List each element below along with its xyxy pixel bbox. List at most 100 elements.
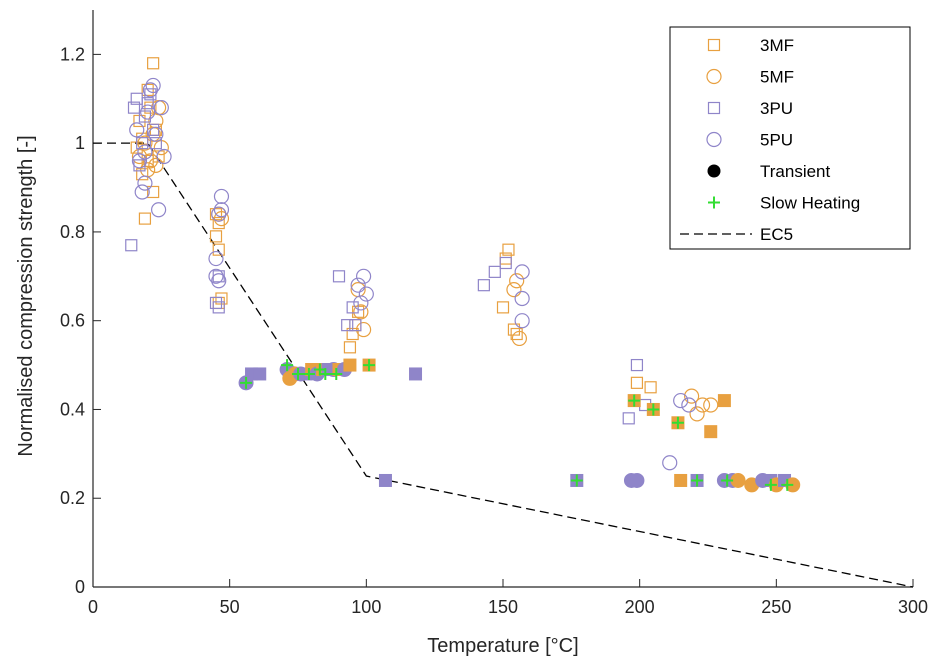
- point-transient: [378, 473, 392, 487]
- point-transient: [704, 425, 718, 439]
- x-tick-label: 0: [88, 597, 98, 617]
- point-5pu: [129, 122, 145, 138]
- point-5pu: [514, 264, 530, 280]
- point-transient: [717, 394, 731, 408]
- point-5mf: [689, 406, 705, 422]
- point-5mf: [683, 388, 700, 404]
- point-3mf: [343, 341, 357, 354]
- series-transient: [238, 358, 801, 493]
- point-3pu: [209, 296, 223, 310]
- point-5pu: [208, 268, 224, 284]
- x-tick-label: 300: [898, 597, 928, 617]
- point-3pu: [488, 265, 501, 278]
- x-tick-label: 50: [220, 597, 240, 617]
- point-3pu: [630, 358, 644, 372]
- point-5pu: [350, 277, 366, 293]
- legend-marker-slow-heating: [708, 196, 720, 209]
- point-slow-heating: [302, 367, 315, 380]
- point-3pu: [477, 279, 490, 292]
- axes: 0 50 100 150 200 250 300 0 0.2 0.4 0.6 0.8 1 1.2: [60, 10, 928, 617]
- legend-label: Transient: [760, 162, 831, 181]
- point-slow-heating: [363, 359, 376, 372]
- point-slow-heating: [319, 367, 332, 380]
- y-tick-label: 0.2: [60, 488, 85, 508]
- legend-box: [669, 26, 911, 250]
- point-5pu: [662, 455, 678, 471]
- point-5mf: [142, 153, 158, 169]
- legend-label: EC5: [760, 225, 793, 244]
- point-5mf: [148, 157, 164, 173]
- point-5pu: [358, 286, 374, 302]
- point-5mf: [353, 304, 369, 320]
- x-tick-label: 250: [761, 597, 791, 617]
- point-3mf: [209, 208, 223, 221]
- point-5pu: [148, 126, 164, 142]
- point-3pu: [622, 412, 635, 425]
- point-5pu: [140, 104, 156, 120]
- ec5-line: [93, 142, 914, 588]
- point-5pu: [208, 250, 224, 267]
- legend-marker-circle: [706, 131, 722, 148]
- point-slow-heating: [281, 359, 294, 372]
- point-3pu: [147, 123, 160, 136]
- point-3mf: [152, 150, 165, 163]
- point-5mf: [506, 282, 522, 298]
- point-5pu: [137, 175, 153, 191]
- point-5pu: [514, 313, 530, 329]
- point-5pu: [151, 202, 167, 218]
- x-axis-title: Temperature [°C]: [427, 635, 578, 657]
- y-tick-label: 1.2: [60, 44, 85, 64]
- point-slow-heating: [330, 367, 343, 380]
- y-tick-label: 0: [75, 577, 85, 597]
- point-3mf: [212, 296, 225, 310]
- legend-marker-circle: [706, 68, 722, 85]
- point-3mf: [502, 243, 515, 256]
- point-3mf: [510, 327, 523, 341]
- point-5mf: [131, 148, 148, 165]
- point-5pu: [211, 206, 227, 222]
- legend-label: 5MF: [760, 68, 794, 87]
- point-3pu: [125, 239, 138, 252]
- point-3pu: [332, 270, 346, 283]
- legend-marker-transient: [707, 164, 721, 178]
- point-3pu: [499, 256, 512, 270]
- legend: 3MF 5MF 3PU 5PU Transient Slow Heating EC5: [669, 26, 911, 250]
- y-tick-label: 1: [75, 133, 85, 153]
- data-points: [125, 57, 801, 493]
- point-3mf: [212, 216, 225, 230]
- point-transient: [409, 367, 423, 381]
- point-slow-heating: [781, 478, 794, 491]
- point-3pu: [141, 97, 154, 110]
- point-slow-heating: [764, 478, 777, 491]
- legend-marker-3mf-3pu: [707, 38, 721, 52]
- point-transient: [629, 472, 645, 488]
- point-3mf: [136, 168, 149, 181]
- point-3mf: [630, 376, 644, 389]
- point-transient: [253, 367, 267, 381]
- point-slow-heating: [721, 474, 734, 487]
- point-3mf: [138, 212, 152, 225]
- y-tick-label: 0.6: [60, 311, 85, 331]
- point-5pu: [356, 268, 372, 284]
- legend-label: 3MF: [760, 36, 794, 55]
- point-slow-heating: [240, 376, 253, 389]
- legend-label: 3PU: [760, 99, 793, 118]
- point-5pu: [156, 148, 172, 165]
- point-5mf: [509, 273, 525, 289]
- point-5pu: [142, 82, 158, 98]
- point-slow-heating: [570, 474, 583, 487]
- point-5pu: [211, 273, 227, 289]
- point-slow-heating: [647, 403, 660, 416]
- series-3pu: [125, 88, 652, 425]
- point-3mf: [496, 301, 510, 314]
- point-5pu: [131, 153, 148, 169]
- point-3mf: [644, 381, 657, 394]
- point-slow-heating: [292, 367, 304, 380]
- point-transient: [343, 358, 357, 372]
- point-transient: [674, 473, 688, 487]
- legend-items: 3MF 5MF 3PU 5PU Transient Slow Heating EC5: [680, 36, 860, 244]
- point-3pu: [136, 137, 149, 150]
- point-5pu: [353, 295, 369, 311]
- point-3mf: [212, 243, 225, 256]
